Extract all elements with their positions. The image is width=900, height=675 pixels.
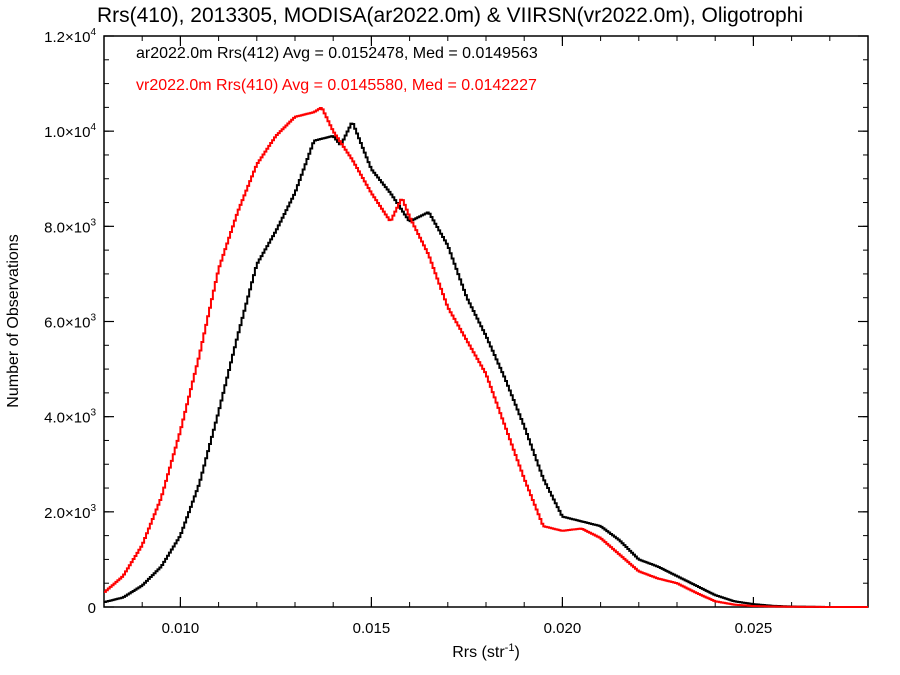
y-tick-label-mantissa: 4.0×10: [44, 410, 90, 427]
series-line-1: [104, 106, 868, 608]
y-tick-label: 8.0×103: [44, 217, 96, 236]
y-tick-label-mantissa: 1.2×10: [44, 29, 90, 46]
series-layer: [104, 106, 868, 608]
y-tick-label-mantissa: 1.0×10: [44, 124, 90, 141]
chart-title: Rrs(410), 2013305, MODISA(ar2022.0m) & V…: [97, 4, 803, 27]
y-tick-label-exponent: 3: [90, 503, 96, 514]
y-tick-label-mantissa: 0: [88, 600, 96, 617]
y-tick-label-exponent: 3: [90, 408, 96, 419]
x-axis-label-main: Rrs (str: [452, 644, 505, 661]
y-tick-label-exponent: 3: [90, 217, 96, 228]
y-tick-label: 6.0×103: [44, 313, 96, 332]
x-tick-label: 0.020: [544, 620, 582, 637]
y-tick-label: 4.0×103: [44, 408, 96, 427]
y-tick-label: 2.0×103: [44, 503, 96, 522]
x-axis: 0.010 0.015 0.020 0.025: [103, 36, 869, 637]
plot-frame: [103, 35, 869, 608]
series-line-0: [104, 122, 868, 608]
y-tick-label-mantissa: 8.0×10: [44, 219, 90, 236]
y-axis-label: Number of Observations: [5, 234, 22, 407]
y-tick-label-mantissa: 6.0×10: [44, 315, 90, 332]
y-axis: 02.0×1034.0×1036.0×1038.0×1031.0×1041.2×…: [44, 27, 868, 617]
y-tick-label: 1.2×104: [44, 27, 96, 46]
x-axis-label-end: ): [514, 644, 519, 661]
y-tick-label-exponent: 4: [90, 122, 96, 133]
y-tick-label-mantissa: 2.0×10: [44, 505, 90, 522]
y-tick-label-exponent: 4: [90, 27, 96, 38]
x-tick-label: 0.015: [353, 620, 391, 637]
annotation-viirs: vr2022.0m Rrs(410) Avg = 0.0145580, Med …: [136, 77, 537, 94]
x-tick-label: 0.010: [162, 620, 200, 637]
annotation-modis: ar2022.0m Rrs(412) Avg = 0.0152478, Med …: [136, 45, 538, 62]
x-axis-label-superscript: -1: [505, 642, 515, 654]
y-tick-label: 1.0×104: [44, 122, 96, 141]
x-tick-label: 0.025: [735, 620, 773, 637]
x-axis-label: Rrs (str-1): [452, 642, 520, 661]
y-tick-label-exponent: 3: [90, 313, 96, 324]
y-tick-label: 0: [88, 600, 96, 617]
